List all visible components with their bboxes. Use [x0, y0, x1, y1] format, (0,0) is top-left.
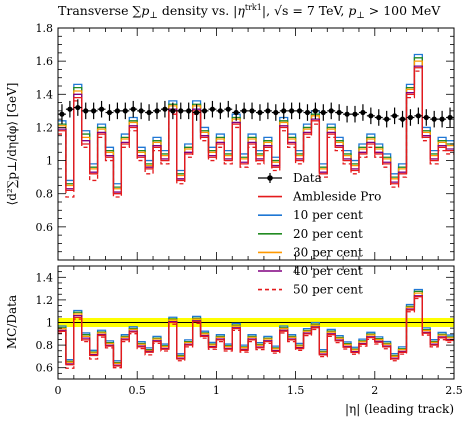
ratio-series-p40	[58, 295, 454, 366]
data-point	[311, 102, 320, 120]
data-point	[256, 104, 264, 121]
data-point	[89, 102, 98, 120]
y-axis-title-main: ⟨d²∑p⊥/dηdφ⟩ [GeV]	[5, 83, 19, 206]
legend-entry: 40 per cent	[258, 264, 363, 278]
ratio-series-p50	[58, 297, 454, 369]
y-tick-label-main: 1.8	[36, 22, 54, 35]
data-point	[65, 100, 74, 118]
ratio-series-p30	[58, 292, 454, 364]
y-tick-label-ratio: 0.8	[36, 339, 54, 352]
data-point	[208, 100, 217, 118]
data-point	[192, 104, 201, 121]
y-tick-label-main: 1.6	[36, 55, 54, 68]
x-tick-label: 0	[55, 384, 62, 397]
legend-entry: 30 per cent	[258, 245, 363, 259]
data-point	[263, 102, 272, 120]
legend-label: 10 per cent	[293, 208, 363, 222]
ratio-series-ambleside	[58, 296, 454, 367]
data-point	[232, 104, 241, 121]
data-point	[121, 102, 130, 120]
data-point	[382, 110, 391, 128]
main-series-p30	[58, 60, 454, 190]
y-tick-label-ratio: 1	[46, 317, 53, 330]
legend-label: Ambleside Pro	[292, 190, 381, 204]
y-tick-label-ratio: 1.4	[36, 271, 54, 284]
data-point	[351, 105, 359, 123]
y-tick-label-ratio: 1.2	[36, 294, 54, 307]
data-point	[216, 102, 225, 120]
ratio-plot-panel: 0.6 0.8 1 1.2 1.4 0 0.5 1 1.5 2 2.5	[36, 265, 463, 397]
y-tick-label-main: 0.8	[36, 188, 54, 201]
data-point	[58, 104, 66, 125]
legend-entry: Data	[258, 171, 322, 185]
data-point	[145, 104, 154, 121]
data-point	[414, 107, 423, 125]
data-point	[327, 102, 336, 120]
data-point	[374, 109, 383, 126]
data-point	[129, 100, 138, 118]
y-tick-label-ratio: 0.6	[36, 362, 54, 375]
legend-entry: 50 per cent	[258, 283, 363, 297]
legend-entry: Ambleside Pro	[258, 190, 381, 204]
main-series-p40	[58, 65, 454, 193]
main-series-p50	[58, 70, 454, 198]
chart-title: Transverse ∑p⊥ density vs. |ηtrk1|, √s =…	[58, 3, 441, 21]
y-tick-label-main: 0.6	[36, 221, 54, 234]
legend-entry: 10 per cent	[258, 208, 363, 222]
legend-label: 20 per cent	[293, 227, 363, 241]
legend-label: 30 per cent	[293, 245, 363, 259]
legend-entry: 20 per cent	[258, 227, 363, 241]
data-point	[73, 99, 82, 116]
main-series-ambleside	[58, 67, 454, 195]
data-point	[422, 109, 431, 126]
data-point	[240, 102, 249, 120]
legend: Data Ambleside Pro 10 per cent 20 per cent 3…	[258, 171, 381, 297]
legend-label: 50 per cent	[293, 283, 363, 297]
x-tick-label: 2	[371, 384, 378, 397]
data-point	[366, 107, 375, 125]
data-point	[335, 104, 344, 121]
data-point	[176, 102, 185, 120]
data-point	[406, 109, 415, 126]
data-point	[430, 110, 439, 128]
main-plot-panel: 0.6 0.8 1 1.2 1.4 1.6 1.8	[36, 22, 455, 261]
data-point	[105, 104, 114, 121]
y-tick-label-main: 1.4	[36, 88, 54, 101]
legend-label: Data	[293, 171, 322, 185]
data-point	[438, 110, 447, 128]
data-point	[271, 104, 280, 121]
data-point	[358, 104, 367, 121]
data-point	[168, 102, 177, 120]
data-point	[224, 100, 233, 118]
data-point	[319, 104, 328, 121]
data-point	[81, 102, 90, 120]
data-point	[287, 102, 296, 120]
data-point	[390, 107, 399, 125]
data-point	[303, 104, 312, 121]
data-point	[200, 102, 209, 120]
data-point	[279, 102, 288, 120]
data-point	[160, 100, 169, 118]
x-tick-label: 2.5	[445, 384, 463, 397]
x-axis-title: |η| (leading track)	[345, 402, 454, 416]
x-tick-label: 1.5	[287, 384, 305, 397]
y-axis-title-ratio: MC/Data	[5, 295, 19, 349]
x-tick-label: 0.5	[128, 384, 146, 397]
data-point	[398, 110, 407, 128]
data-point	[137, 102, 146, 120]
data-point	[113, 102, 122, 120]
data-point	[343, 105, 352, 123]
x-tick-label: 1	[213, 384, 220, 397]
legend-label: 40 per cent	[293, 264, 363, 278]
data-point	[295, 102, 304, 120]
y-tick-label-main: 1	[46, 155, 53, 168]
data-point	[184, 102, 193, 120]
data-point	[97, 100, 106, 118]
data-point	[248, 102, 256, 120]
data-point	[153, 102, 161, 120]
y-tick-label-main: 1.2	[36, 121, 54, 134]
